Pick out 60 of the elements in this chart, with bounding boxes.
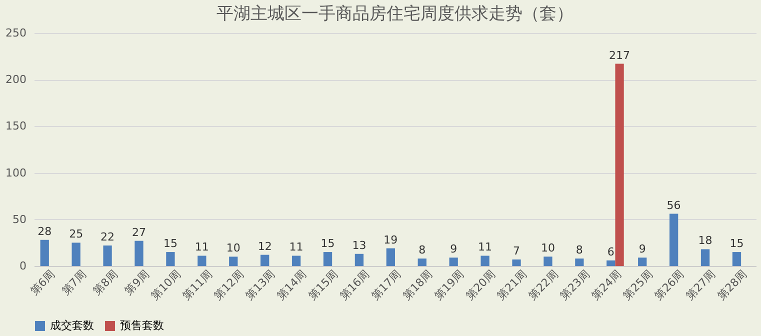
- bar: [700, 249, 710, 266]
- bar: [166, 252, 175, 266]
- data-label: 10: [226, 242, 240, 255]
- data-label: 9: [450, 242, 458, 256]
- chart-title: 平湖主城区一手商品房住宅周度供求走势（套）: [216, 4, 574, 24]
- bar: [480, 256, 490, 266]
- data-label: 18: [698, 234, 712, 248]
- data-label: 15: [163, 237, 178, 250]
- data-label: 11: [194, 240, 209, 254]
- bar: [72, 242, 80, 266]
- data-label: 9: [638, 242, 646, 256]
- data-label: 10: [540, 242, 555, 255]
- bar: [354, 254, 364, 266]
- data-label: 27: [132, 226, 146, 239]
- bar: [292, 256, 301, 266]
- data-label: 8: [576, 244, 583, 257]
- y-tick-label: 100: [6, 166, 26, 180]
- y-tick-label: 150: [6, 120, 26, 133]
- x-tick-label: 第7周: [59, 268, 89, 298]
- bar: [669, 214, 678, 266]
- data-label: 19: [384, 233, 398, 246]
- data-label: 11: [289, 240, 304, 254]
- data-label: 7: [513, 244, 520, 258]
- x-tick-label: 第8周: [90, 268, 120, 298]
- y-tick-label: 50: [12, 212, 26, 226]
- bar: [418, 258, 426, 266]
- data-label: 13: [352, 238, 366, 252]
- data-label: 6: [607, 245, 614, 258]
- data-label: 15: [730, 237, 744, 250]
- bar: [323, 252, 332, 266]
- bar: [229, 256, 238, 266]
- y-tick-label: 250: [6, 26, 26, 40]
- x-tick-label: 第6周: [28, 268, 58, 298]
- y-tick-label: 200: [6, 73, 26, 86]
- data-label: 25: [69, 228, 84, 241]
- bar: [386, 248, 395, 266]
- bar: [198, 256, 206, 266]
- y-tick-label: 0: [20, 260, 26, 272]
- data-label: 15: [320, 237, 335, 250]
- bar: [512, 259, 521, 266]
- bar: [606, 260, 616, 266]
- bar: [638, 258, 647, 266]
- bar: [40, 240, 49, 266]
- bar: [260, 254, 270, 266]
- bar: [134, 240, 144, 266]
- legend-label: 预售套数: [120, 319, 164, 332]
- data-label: 217: [609, 48, 630, 62]
- data-label: 11: [478, 240, 492, 254]
- data-label: 12: [258, 240, 272, 253]
- data-label: 56: [666, 198, 681, 212]
- data-label: 28: [38, 224, 52, 238]
- legend-label: 成交套数: [50, 319, 94, 332]
- bar: [544, 256, 552, 266]
- bar: [575, 258, 584, 266]
- bar: [449, 258, 458, 266]
- bar: [732, 252, 742, 266]
- bar: [615, 64, 624, 266]
- data-label: 8: [418, 244, 426, 257]
- data-label: 22: [100, 230, 115, 244]
- bar: [103, 245, 112, 266]
